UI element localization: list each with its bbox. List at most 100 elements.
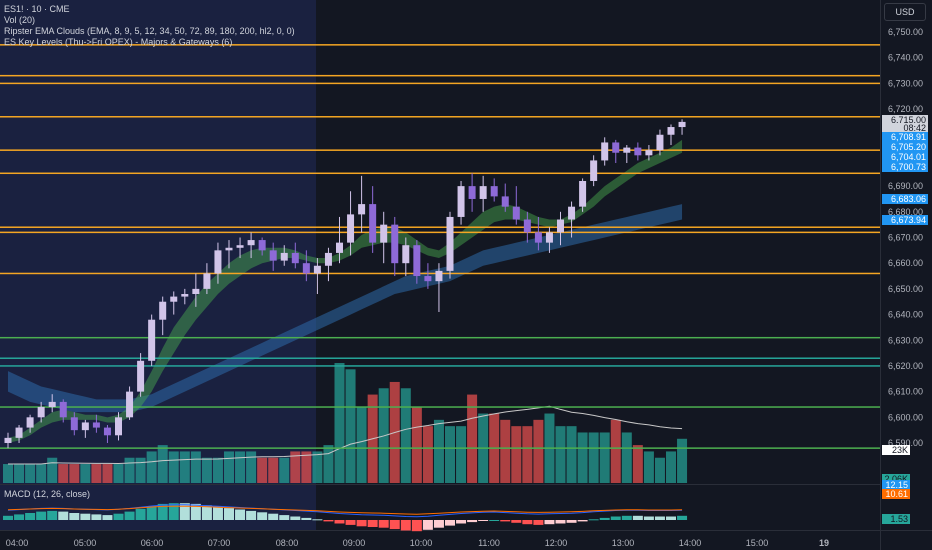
volume-bar: [555, 426, 566, 483]
candle-body: [623, 147, 631, 153]
price-axis-tick-label: 6,680.00: [888, 207, 923, 217]
candle-body: [203, 273, 211, 289]
candle-wick: [173, 291, 175, 315]
macd-histogram-bar: [58, 511, 69, 520]
candle-body: [26, 417, 34, 428]
key-level-line: [0, 336, 880, 339]
volume-bar: [157, 445, 168, 483]
macd-badge-label: 12.15: [885, 480, 908, 490]
candle-body: [568, 206, 576, 220]
macd-histogram-bar: [179, 503, 190, 520]
macd-signal-line: [7, 505, 683, 515]
candle-body: [192, 288, 200, 295]
candle-wick: [515, 186, 517, 225]
macd-histogram-bar: [124, 511, 135, 520]
volume-bar: [268, 457, 279, 483]
pane-divider: [0, 484, 880, 485]
price-badge: [882, 162, 928, 172]
macd-histogram-bar: [511, 520, 522, 523]
volume-bar: [433, 419, 444, 483]
candle-body: [37, 407, 45, 418]
macd-histogram-bar: [367, 520, 378, 527]
volume-bar: [290, 451, 301, 483]
time-axis-tick-label: 15:00: [746, 538, 769, 548]
price-badge-label: 6,705.20: [891, 142, 926, 152]
price-axis-tick-label: 6,650.00: [888, 284, 923, 294]
macd-indicator-label[interactable]: MACD (12, 26, close): [4, 489, 91, 499]
candle-body: [103, 427, 111, 436]
key-levels-indicator-label[interactable]: ES Key Levels (Thu->Fri OPEX) - Majors &…: [4, 37, 233, 47]
macd-histogram-bar: [422, 520, 433, 530]
volume-ma-line: [8, 405, 683, 465]
volume-bar: [47, 457, 58, 483]
candle-body: [70, 417, 78, 431]
candle-body: [247, 240, 255, 246]
time-axis-tick-label: 09:00: [343, 538, 366, 548]
price-axis-tick-label: 6,750.00: [888, 27, 923, 37]
candle-body: [225, 247, 233, 251]
price-badge: [882, 123, 928, 133]
macd-histogram-bar: [224, 508, 234, 520]
price-badge-label: 6,708.91: [891, 132, 926, 142]
macd-histogram-bar: [345, 520, 356, 525]
macd-histogram-bar: [621, 515, 632, 520]
macd-histogram-bar: [500, 520, 511, 522]
macd-histogram-bar: [632, 515, 643, 520]
currency-button[interactable]: USD: [884, 3, 926, 21]
key-level-line: [0, 231, 880, 234]
symbol-title[interactable]: ES1! · 10 · CME: [4, 4, 70, 14]
time-axis-tick-label: 11:00: [478, 538, 500, 548]
volume-bar: [58, 464, 69, 483]
time-axis-divider: [0, 530, 932, 531]
price-axis-tick-label: 6,610.00: [888, 387, 923, 397]
volume-bar: [80, 464, 91, 483]
macd-histogram-bar: [677, 515, 688, 520]
candle-body: [280, 252, 288, 261]
key-level-line: [0, 226, 880, 228]
candle-body: [534, 232, 542, 243]
volume-bar: [224, 451, 234, 483]
macd-histogram-bar: [25, 513, 36, 520]
price-badge-label: 6,704.01: [891, 152, 926, 162]
time-axis-tick-label: 13:00: [612, 538, 635, 548]
volume-bar: [654, 457, 665, 483]
candle-body: [324, 252, 332, 266]
volume-bar: [69, 464, 80, 483]
time-axis-tick-label: 19: [819, 538, 829, 548]
volume-bar: [212, 457, 223, 483]
price-axis-tick-label: 6,690.00: [888, 181, 923, 191]
candle-body: [258, 240, 266, 251]
volume-indicator-label[interactable]: Vol (20): [4, 15, 36, 25]
macd-histogram-bar: [257, 512, 268, 520]
volume-bar: [257, 457, 268, 483]
candle-body: [545, 232, 553, 243]
macd-histogram-bar: [433, 520, 444, 528]
macd-histogram-bar: [268, 513, 279, 520]
candle-body: [402, 245, 410, 264]
time-axis-tick-label: 08:00: [276, 538, 299, 548]
candle-body: [380, 224, 388, 243]
volume-bar: [279, 457, 290, 483]
price-axis-tick-label: 6,720.00: [888, 104, 923, 114]
macd-histogram-bar: [445, 520, 455, 526]
volume-bar: [190, 451, 201, 483]
macd-histogram-bar: [522, 520, 533, 525]
volume-badge: [882, 474, 910, 484]
candle-body: [81, 422, 89, 431]
volume-bar: [422, 426, 433, 483]
candle-body: [92, 422, 100, 428]
price-axis-tick-label: 6,730.00: [888, 78, 923, 88]
candle-body: [557, 219, 564, 233]
candle-body: [4, 437, 12, 443]
candle-body: [424, 276, 432, 282]
macd-badge: [882, 489, 910, 499]
candle-body: [291, 252, 299, 264]
candle-body: [446, 216, 454, 271]
volume-bar: [25, 464, 36, 483]
volume-bar: [36, 464, 47, 483]
volume-bar: [113, 464, 124, 483]
ema-clouds-indicator-label[interactable]: Ripster EMA Clouds (EMA, 8, 9, 5, 12, 34…: [4, 26, 295, 36]
candle-body: [413, 245, 421, 277]
volume-bar: [124, 457, 135, 483]
